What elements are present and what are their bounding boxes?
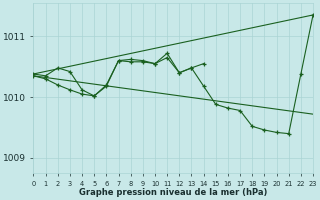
X-axis label: Graphe pression niveau de la mer (hPa): Graphe pression niveau de la mer (hPa) bbox=[79, 188, 268, 197]
